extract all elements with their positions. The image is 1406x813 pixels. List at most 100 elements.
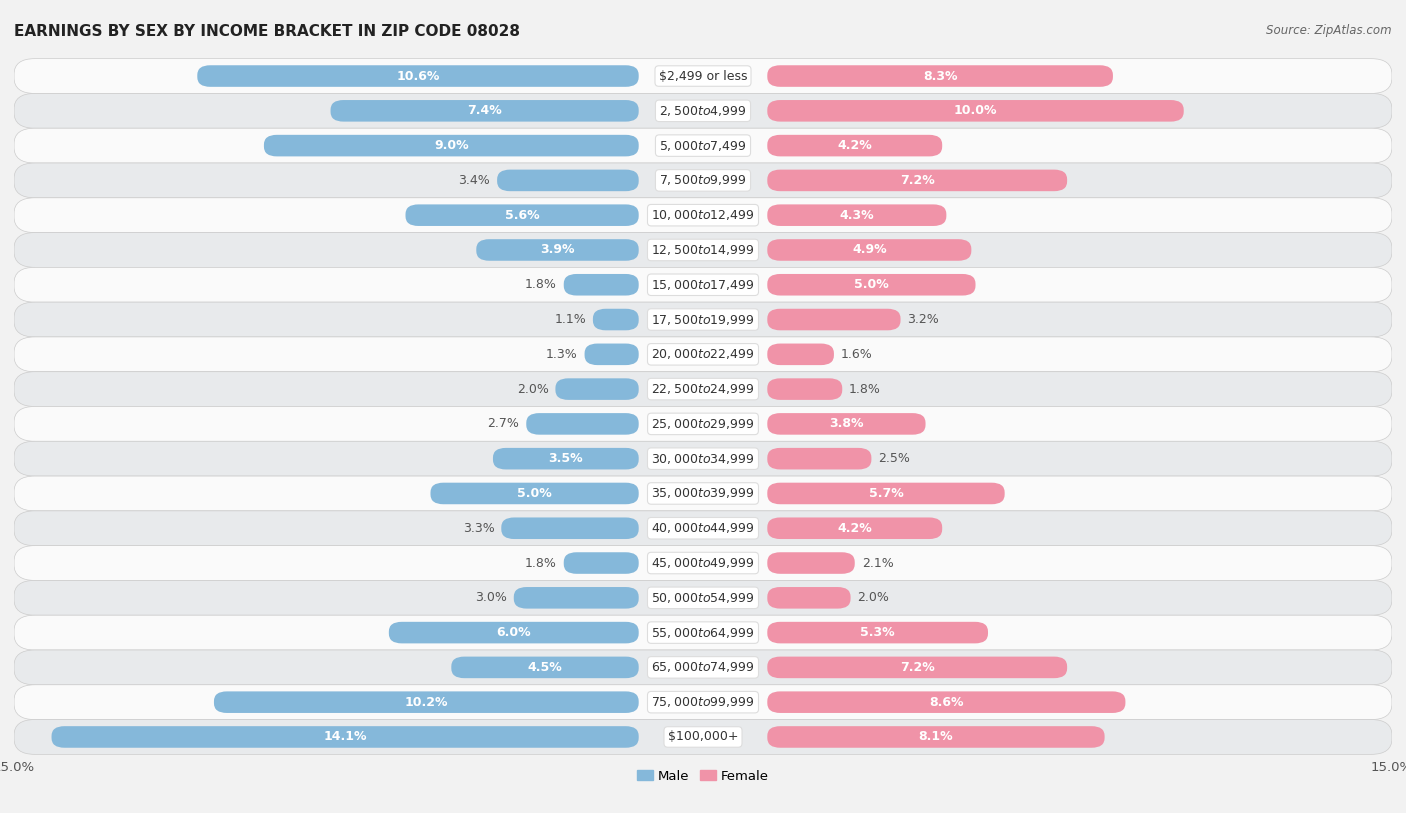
FancyBboxPatch shape	[197, 65, 638, 87]
FancyBboxPatch shape	[14, 128, 1392, 163]
Text: $100,000+: $100,000+	[668, 730, 738, 743]
FancyBboxPatch shape	[14, 302, 1392, 337]
Text: 5.3%: 5.3%	[860, 626, 896, 639]
Text: 4.3%: 4.3%	[839, 209, 875, 222]
Text: 3.0%: 3.0%	[475, 591, 508, 604]
Text: 4.2%: 4.2%	[838, 522, 872, 535]
Text: 9.0%: 9.0%	[434, 139, 468, 152]
FancyBboxPatch shape	[768, 691, 1125, 713]
FancyBboxPatch shape	[214, 691, 638, 713]
FancyBboxPatch shape	[768, 413, 925, 435]
Text: 7.4%: 7.4%	[467, 104, 502, 117]
FancyBboxPatch shape	[768, 170, 1067, 191]
FancyBboxPatch shape	[768, 378, 842, 400]
Text: $20,000 to $22,499: $20,000 to $22,499	[651, 347, 755, 361]
Text: $22,500 to $24,999: $22,500 to $24,999	[651, 382, 755, 396]
Text: 3.2%: 3.2%	[907, 313, 939, 326]
Text: $55,000 to $64,999: $55,000 to $64,999	[651, 625, 755, 640]
FancyBboxPatch shape	[14, 476, 1392, 511]
FancyBboxPatch shape	[768, 657, 1067, 678]
Text: $30,000 to $34,999: $30,000 to $34,999	[651, 452, 755, 466]
FancyBboxPatch shape	[768, 65, 1114, 87]
FancyBboxPatch shape	[585, 344, 638, 365]
Text: 1.8%: 1.8%	[524, 278, 557, 291]
Text: $45,000 to $49,999: $45,000 to $49,999	[651, 556, 755, 570]
Text: $2,500 to $4,999: $2,500 to $4,999	[659, 104, 747, 118]
FancyBboxPatch shape	[768, 204, 946, 226]
Text: 1.6%: 1.6%	[841, 348, 873, 361]
FancyBboxPatch shape	[14, 441, 1392, 476]
Text: 2.0%: 2.0%	[516, 383, 548, 396]
Text: 4.5%: 4.5%	[527, 661, 562, 674]
FancyBboxPatch shape	[768, 517, 942, 539]
Text: 3.9%: 3.9%	[540, 243, 575, 256]
FancyBboxPatch shape	[768, 100, 1184, 122]
Text: 8.1%: 8.1%	[918, 730, 953, 743]
Text: 3.4%: 3.4%	[458, 174, 491, 187]
Text: 3.3%: 3.3%	[463, 522, 495, 535]
Text: $75,000 to $99,999: $75,000 to $99,999	[651, 695, 755, 709]
Text: $25,000 to $29,999: $25,000 to $29,999	[651, 417, 755, 431]
FancyBboxPatch shape	[477, 239, 638, 261]
FancyBboxPatch shape	[14, 546, 1392, 580]
Text: $2,499 or less: $2,499 or less	[659, 70, 747, 83]
Text: $10,000 to $12,499: $10,000 to $12,499	[651, 208, 755, 222]
Text: $15,000 to $17,499: $15,000 to $17,499	[651, 278, 755, 292]
FancyBboxPatch shape	[389, 622, 638, 643]
FancyBboxPatch shape	[330, 100, 638, 122]
FancyBboxPatch shape	[502, 517, 638, 539]
FancyBboxPatch shape	[14, 685, 1392, 720]
Text: 2.0%: 2.0%	[858, 591, 890, 604]
Text: 4.2%: 4.2%	[838, 139, 872, 152]
FancyBboxPatch shape	[498, 170, 638, 191]
Text: $7,500 to $9,999: $7,500 to $9,999	[659, 173, 747, 188]
Text: 7.2%: 7.2%	[900, 174, 935, 187]
Text: $65,000 to $74,999: $65,000 to $74,999	[651, 660, 755, 675]
FancyBboxPatch shape	[14, 267, 1392, 302]
Text: 10.6%: 10.6%	[396, 70, 440, 83]
FancyBboxPatch shape	[768, 239, 972, 261]
Text: 3.5%: 3.5%	[548, 452, 583, 465]
FancyBboxPatch shape	[14, 198, 1392, 233]
FancyBboxPatch shape	[14, 406, 1392, 441]
Text: 5.6%: 5.6%	[505, 209, 540, 222]
Text: Source: ZipAtlas.com: Source: ZipAtlas.com	[1267, 24, 1392, 37]
FancyBboxPatch shape	[526, 413, 638, 435]
FancyBboxPatch shape	[768, 622, 988, 643]
FancyBboxPatch shape	[405, 204, 638, 226]
FancyBboxPatch shape	[14, 163, 1392, 198]
Text: $50,000 to $54,999: $50,000 to $54,999	[651, 591, 755, 605]
FancyBboxPatch shape	[14, 337, 1392, 372]
Text: $40,000 to $44,999: $40,000 to $44,999	[651, 521, 755, 535]
FancyBboxPatch shape	[52, 726, 638, 748]
Text: 1.1%: 1.1%	[554, 313, 586, 326]
FancyBboxPatch shape	[564, 274, 638, 296]
Text: $35,000 to $39,999: $35,000 to $39,999	[651, 486, 755, 501]
FancyBboxPatch shape	[494, 448, 638, 469]
FancyBboxPatch shape	[768, 552, 855, 574]
Text: 2.5%: 2.5%	[879, 452, 910, 465]
FancyBboxPatch shape	[768, 726, 1105, 748]
Text: 10.2%: 10.2%	[405, 696, 449, 709]
Text: 1.3%: 1.3%	[546, 348, 578, 361]
FancyBboxPatch shape	[768, 344, 834, 365]
FancyBboxPatch shape	[14, 59, 1392, 93]
FancyBboxPatch shape	[513, 587, 638, 609]
Text: 10.0%: 10.0%	[953, 104, 997, 117]
Text: 4.9%: 4.9%	[852, 243, 887, 256]
Text: 8.3%: 8.3%	[922, 70, 957, 83]
FancyBboxPatch shape	[14, 580, 1392, 615]
FancyBboxPatch shape	[14, 93, 1392, 128]
FancyBboxPatch shape	[768, 274, 976, 296]
Text: 5.0%: 5.0%	[853, 278, 889, 291]
Text: 14.1%: 14.1%	[323, 730, 367, 743]
Text: 2.7%: 2.7%	[488, 417, 519, 430]
FancyBboxPatch shape	[593, 309, 638, 330]
Text: $5,000 to $7,499: $5,000 to $7,499	[659, 138, 747, 153]
Text: 1.8%: 1.8%	[849, 383, 882, 396]
Text: 3.8%: 3.8%	[830, 417, 863, 430]
Text: EARNINGS BY SEX BY INCOME BRACKET IN ZIP CODE 08028: EARNINGS BY SEX BY INCOME BRACKET IN ZIP…	[14, 24, 520, 39]
Text: 2.1%: 2.1%	[862, 557, 893, 570]
FancyBboxPatch shape	[451, 657, 638, 678]
FancyBboxPatch shape	[264, 135, 638, 156]
